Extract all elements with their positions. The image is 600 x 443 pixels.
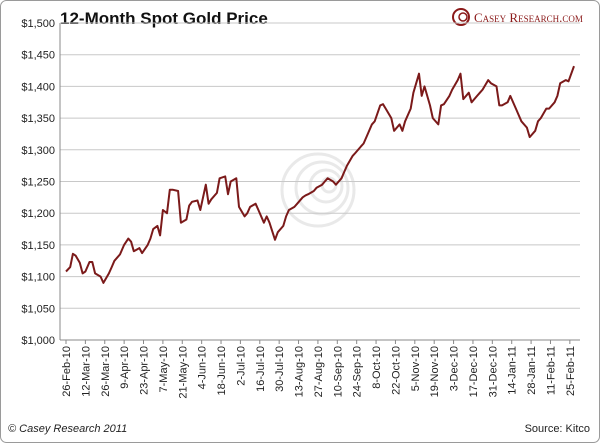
x-tick-label: 21-May-10 bbox=[177, 346, 189, 399]
x-tick-label: 26-Feb-10 bbox=[61, 346, 73, 397]
x-tick-label: 10-Sep-10 bbox=[332, 346, 344, 397]
x-tick-label: 12-Mar-10 bbox=[80, 346, 92, 397]
price-line bbox=[65, 65, 575, 284]
x-tick-label: 8-Oct-10 bbox=[371, 346, 383, 389]
x-tick-label: 14-Jan-11 bbox=[507, 346, 519, 395]
y-tick-label: $1,400 bbox=[21, 81, 55, 93]
chart-title: 12-Month Spot Gold Price bbox=[60, 9, 268, 28]
x-tick-label: 17-Dec-10 bbox=[468, 346, 480, 397]
y-tick-label: $1,350 bbox=[21, 113, 55, 125]
x-tick-label: 28-Jan-11 bbox=[526, 346, 538, 395]
x-tick-label: 23-Apr-10 bbox=[139, 346, 151, 395]
x-tick-label: 16-Jul-10 bbox=[255, 346, 267, 392]
brand: Casey Research.com bbox=[474, 10, 583, 25]
y-tick-label: $1,150 bbox=[21, 240, 55, 252]
x-tick-label: 31-Dec-10 bbox=[487, 346, 499, 397]
footer-left: © Casey Research 2011 bbox=[8, 423, 127, 435]
y-tick-label: $1,500 bbox=[21, 18, 55, 30]
x-tick-label: 7-May-10 bbox=[158, 346, 170, 392]
x-tick-label: 9-Apr-10 bbox=[119, 346, 131, 389]
x-tick-label: 13-Aug-10 bbox=[294, 346, 306, 397]
x-tick-label: 30-Jul-10 bbox=[274, 346, 286, 392]
x-tick-label: 5-Nov-10 bbox=[410, 346, 422, 391]
y-tick-label: $1,100 bbox=[21, 272, 55, 284]
x-tick-label: 19-Nov-10 bbox=[429, 346, 441, 397]
y-tick-label: $1,250 bbox=[21, 177, 55, 189]
x-tick-label: 26-Mar-10 bbox=[100, 346, 112, 397]
y-tick-label: $1,050 bbox=[21, 303, 55, 315]
y-tick-label: $1,450 bbox=[21, 50, 55, 62]
x-tick-label: 11-Feb-11 bbox=[545, 346, 557, 395]
footer-right: Source: Kitco bbox=[525, 423, 590, 435]
y-tick-label: $1,200 bbox=[21, 208, 55, 220]
x-tick-label: 2-Jul-10 bbox=[235, 346, 247, 386]
y-tick-label: $1,000 bbox=[21, 335, 55, 347]
x-tick-label: 4-Jun-10 bbox=[197, 346, 209, 389]
x-tick-label: 25-Feb-11 bbox=[565, 346, 577, 396]
watermark bbox=[280, 152, 356, 228]
x-tick-label: 27-Aug-10 bbox=[313, 346, 325, 397]
logo: Casey Research.com bbox=[452, 8, 583, 26]
x-tick-label: 3-Dec-10 bbox=[449, 346, 461, 391]
x-tick-label: 18-Jun-10 bbox=[216, 346, 228, 396]
x-tick-label: 22-Oct-10 bbox=[390, 346, 402, 395]
y-tick-label: $1,300 bbox=[21, 145, 55, 157]
x-tick-label: 24-Sep-10 bbox=[352, 346, 364, 397]
